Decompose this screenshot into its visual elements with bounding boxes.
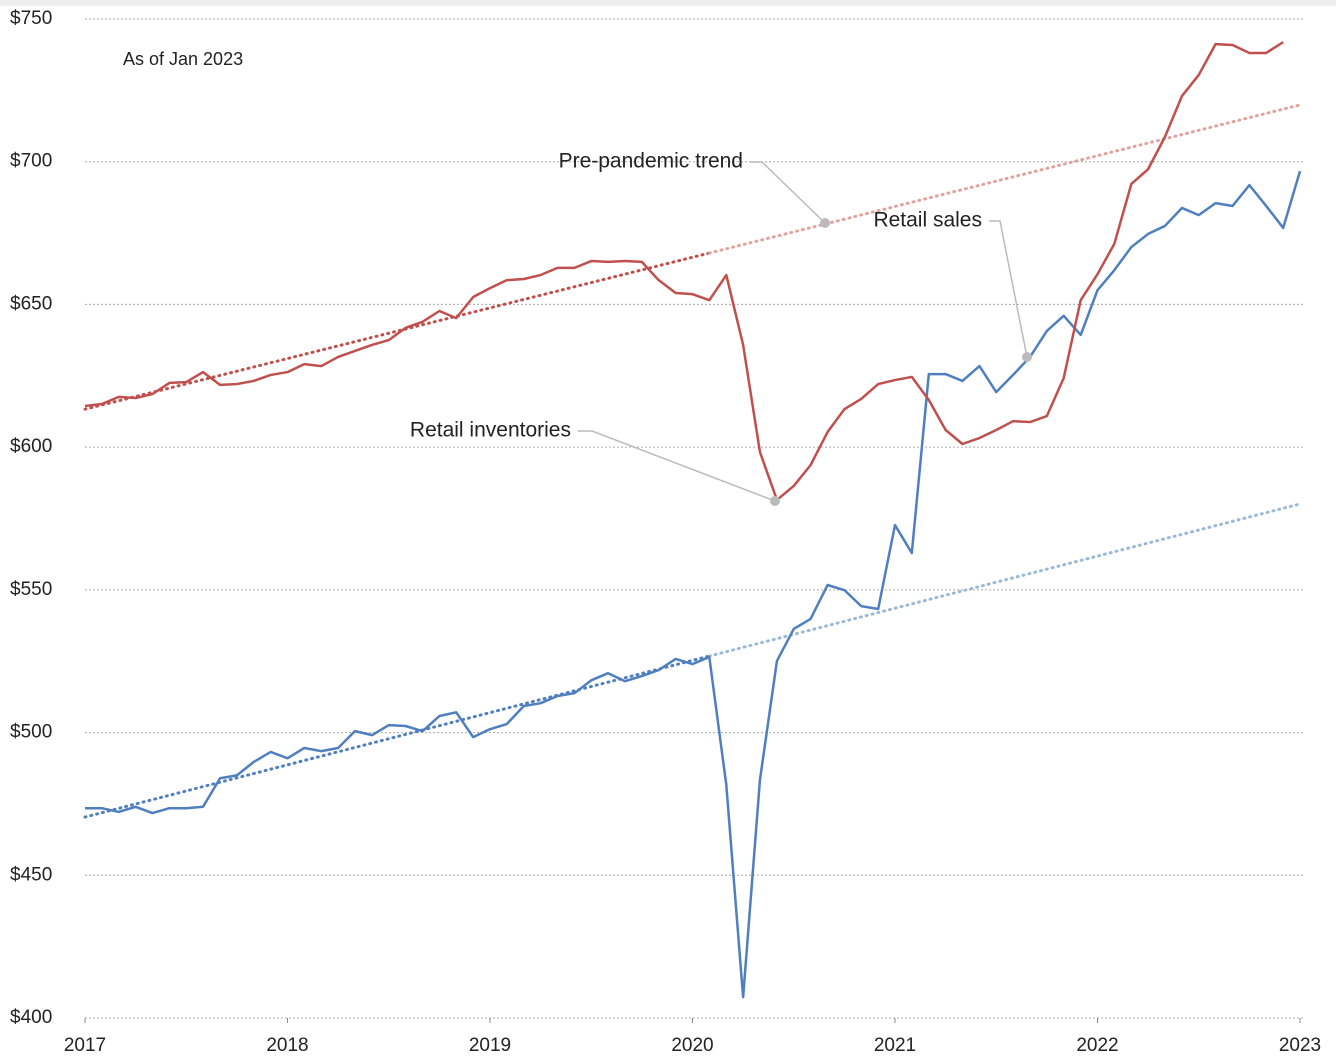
series-line: [85, 170, 1302, 999]
series-line: [84, 41, 1284, 502]
x-tick-label: 2023: [1279, 1035, 1321, 1056]
subtitle: As of Jan 2023: [123, 49, 243, 69]
y-tick-label: $700: [10, 151, 52, 172]
leader-line: [750, 161, 826, 224]
y-tick-label: $750: [10, 8, 52, 29]
x-tick-label: 2019: [469, 1035, 511, 1056]
trend-line: [707, 502, 1302, 658]
y-tick-label: $600: [10, 436, 52, 457]
trend-line: [83, 251, 711, 411]
leader-line: [989, 220, 1028, 358]
leader-dot: [770, 496, 780, 506]
y-tick-label: $650: [10, 293, 52, 314]
y-tick-label: $550: [10, 579, 52, 600]
annotation: Retail sales: [873, 209, 982, 232]
leader-dot: [1022, 352, 1032, 362]
leader-dot: [820, 218, 830, 228]
x-tick-label: 2022: [1076, 1035, 1118, 1056]
trend-line: [707, 103, 1302, 255]
x-tick-label: 2020: [671, 1035, 713, 1056]
leader-line: [578, 430, 776, 502]
x-tick-label: 2021: [874, 1035, 916, 1056]
y-tick-label: $400: [10, 1007, 52, 1028]
x-tick-label: 2018: [266, 1035, 308, 1056]
annotation: Retail inventories: [410, 419, 571, 442]
y-tick-label: $500: [10, 722, 52, 743]
y-tick-label: $450: [10, 864, 52, 885]
x-tick-label: 2017: [64, 1035, 106, 1056]
trend-line: [83, 654, 711, 819]
annotation: Pre-pandemic trend: [559, 150, 743, 173]
top-bar: [0, 0, 1336, 6]
